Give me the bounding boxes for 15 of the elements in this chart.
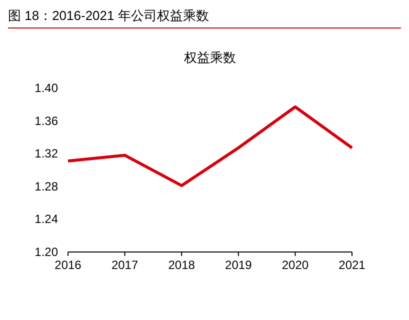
chart-title: 图 18：2016-2021 年公司权益乘数 xyxy=(8,8,209,23)
x-tick-label: 2018 xyxy=(168,258,196,272)
x-tick-label: 2017 xyxy=(111,258,138,272)
y-tick-label: 1.32 xyxy=(34,146,58,161)
x-tick-label: 2016 xyxy=(54,258,82,272)
x-tick-label: 2020 xyxy=(282,258,309,272)
y-tick-label: 1.36 xyxy=(34,114,58,128)
line-series xyxy=(66,105,354,188)
x-tick-label: 2021 xyxy=(338,258,366,272)
y-tick-label: 1.40 xyxy=(34,81,58,95)
y-tick-label: 1.24 xyxy=(34,212,58,226)
x-tick-label: 2019 xyxy=(225,258,252,272)
y-tick-label: 1.28 xyxy=(34,179,58,194)
y-tick-label: 1.20 xyxy=(34,245,58,259)
chart-subtitle: 权益乘数 xyxy=(183,50,236,65)
